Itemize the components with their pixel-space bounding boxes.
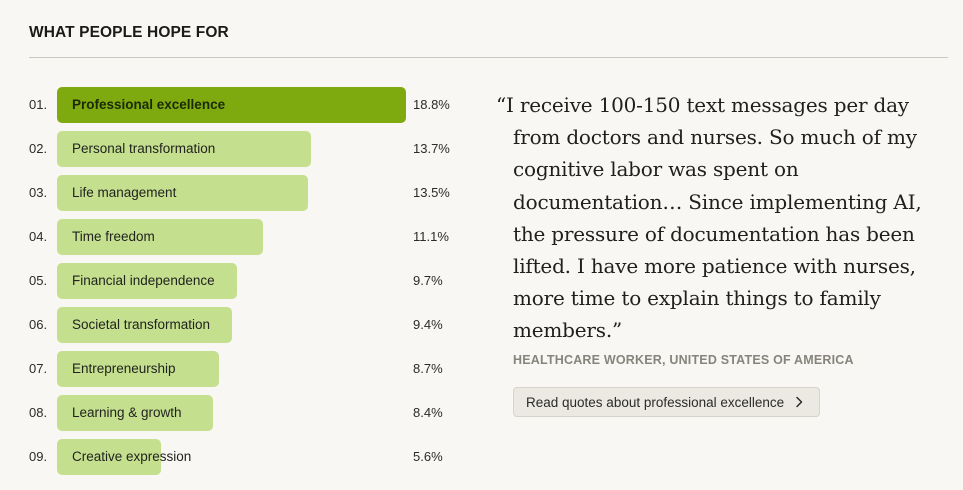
bar-label: Life management bbox=[72, 185, 177, 200]
bar-label: Societal transformation bbox=[72, 317, 211, 332]
bar-label: Time freedom bbox=[72, 229, 155, 244]
bar bbox=[57, 175, 308, 211]
bar bbox=[57, 263, 237, 299]
bar-label: Personal transformation bbox=[72, 141, 216, 156]
quote-text: “I receive 100-150 text messages per day… bbox=[496, 93, 922, 343]
bar-value-label: 11.1% bbox=[413, 229, 449, 244]
section-title: WHAT PEOPLE HOPE FOR bbox=[29, 24, 229, 41]
bar-rank: 08. bbox=[29, 405, 48, 420]
bar bbox=[57, 307, 232, 343]
bar-value-label: 5.6% bbox=[413, 449, 443, 464]
bar bbox=[57, 439, 161, 475]
bar-label: Professional excellence bbox=[72, 97, 226, 112]
hopes-bar-chart: 01. Professional excellence 18.8% 02. Person… bbox=[0, 0, 470, 490]
bar-rank: 07. bbox=[29, 361, 48, 376]
chevron-right-icon bbox=[794, 396, 804, 408]
bar-label: Financial independence bbox=[72, 273, 215, 288]
read-quotes-button-label: Read quotes about professional excellenc… bbox=[526, 394, 785, 410]
bar-rank: 05. bbox=[29, 273, 48, 288]
bar-value-label: 9.4% bbox=[413, 317, 443, 332]
read-quotes-button[interactable]: Read quotes about professional excellenc… bbox=[513, 387, 820, 417]
bar bbox=[57, 395, 213, 431]
bar-label: Learning & growth bbox=[72, 405, 182, 420]
bar-value-label: 9.7% bbox=[413, 273, 443, 288]
bar-label: Entrepreneurship bbox=[72, 361, 176, 376]
bar-rank: 02. bbox=[29, 141, 48, 156]
quote-attribution: HEALTHCARE WORKER, UNITED STATES OF AMER… bbox=[513, 353, 854, 367]
bar-rank: 01. bbox=[29, 97, 48, 112]
bar-rank: 09. bbox=[29, 449, 48, 464]
bar-value-label: 8.4% bbox=[413, 405, 443, 420]
bar-value-label: 13.7% bbox=[413, 141, 450, 156]
bar bbox=[57, 351, 219, 387]
divider bbox=[29, 57, 948, 58]
bar bbox=[57, 87, 406, 123]
bar bbox=[57, 131, 311, 167]
bar-label: Creative expression bbox=[72, 449, 192, 464]
bar bbox=[57, 219, 263, 255]
bar-value-label: 18.8% bbox=[413, 97, 450, 112]
bar-rank: 04. bbox=[29, 229, 48, 244]
bar-rank: 06. bbox=[29, 317, 48, 332]
bar-value-label: 8.7% bbox=[413, 361, 443, 376]
bar-rank: 03. bbox=[29, 185, 48, 200]
bar-value-label: 13.5% bbox=[413, 185, 450, 200]
